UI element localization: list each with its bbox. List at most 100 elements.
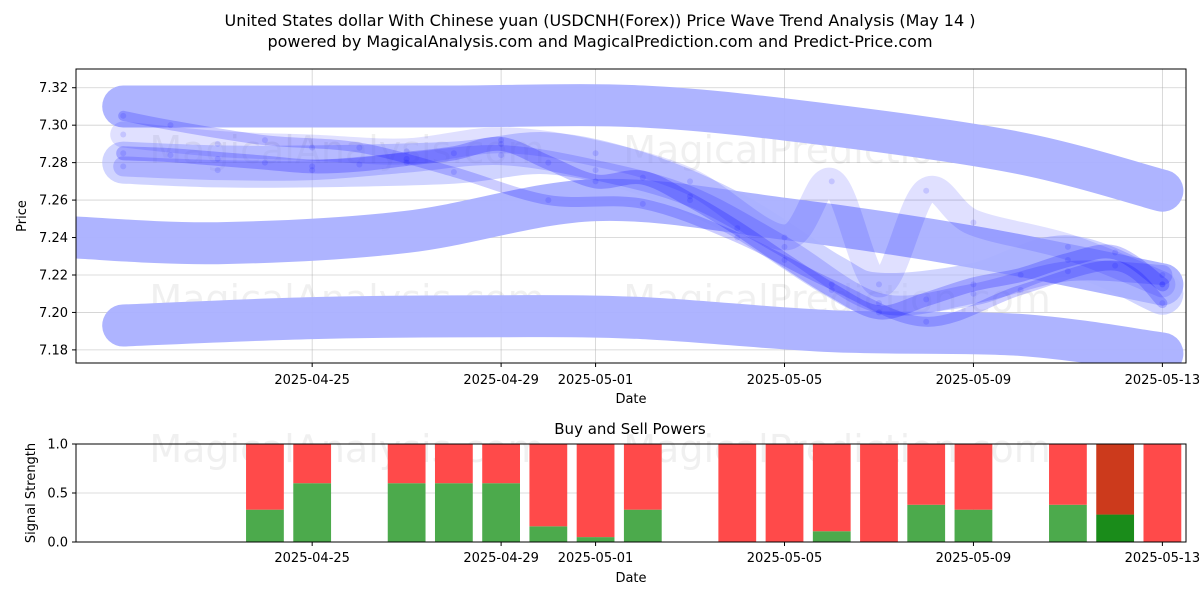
price-wave-1-point-8 [875, 300, 882, 307]
price-wave-0 [116, 136, 1170, 320]
price-wave-0-point-16 [875, 309, 882, 316]
price-wave-3-point-4 [450, 168, 457, 175]
price-wave-3-point-0 [120, 112, 127, 119]
sell-bar-2025-04-30 [529, 444, 568, 527]
buy-bar-2025-05-09 [954, 509, 993, 542]
signal-bars [246, 444, 1182, 542]
buy-bar-2025-04-28 [434, 483, 473, 542]
sell-bar-2025-04-28 [434, 444, 473, 484]
price-wave-2-point-13 [1159, 281, 1166, 288]
price-x-tick-label-3: 2025-05-05 [747, 373, 823, 388]
sell-bar-2025-05-09 [954, 444, 993, 510]
price-wave-3 [118, 110, 1168, 327]
sell-bar-2025-05-06 [812, 444, 851, 532]
price-wave-1-point-10 [1064, 268, 1071, 275]
price-wave-2-point-10 [923, 187, 930, 194]
price-wave-3-point-10 [1017, 286, 1024, 293]
sell-bar-2025-04-27 [387, 444, 426, 484]
buy-bar-2025-05-11 [1049, 504, 1087, 542]
price-wave-1-point-6 [687, 193, 694, 200]
price-y-tick-label-0: 7.18 [39, 343, 68, 358]
chart-title-line2: powered by MagicalAnalysis.com and Magic… [267, 32, 932, 51]
price-wave-0-point-5 [356, 161, 363, 168]
price-wave-2-point-0 [120, 131, 127, 138]
signal-y-tick-label-2: 1.0 [47, 438, 68, 453]
price-plot-frame [75, 68, 1187, 364]
buy-bar-2025-04-25 [293, 483, 332, 542]
price-wave-0-point-7 [450, 150, 457, 157]
signal-x-ticks: 2025-04-25 2025-04-29 2025-05-01 2025-05-05… [274, 542, 1200, 566]
signal-chart-title: Buy and Sell Powers [554, 420, 706, 438]
price-wave-0-point-11 [639, 174, 646, 181]
price-wave-0-point-19 [1017, 271, 1024, 278]
buy-bar-2025-04-29 [482, 483, 520, 542]
price-wave-3-point-2 [261, 137, 268, 144]
price-x-tick-label-1: 2025-04-29 [463, 373, 539, 388]
signal-panel: Buy and Sell Powers MagicalAnalysis.com … [24, 420, 1200, 586]
signal-x-tick-label-3: 2025-05-05 [747, 551, 823, 566]
price-wave-3-point-5 [545, 197, 552, 204]
price-wave-3-point-12 [1159, 300, 1166, 307]
price-wave-0-point-10 [592, 178, 599, 185]
price-y-tick-label-6: 7.30 [39, 119, 68, 134]
buy-bar-2025-04-30 [529, 526, 568, 542]
price-wave-2-point-11 [970, 219, 977, 226]
price-wave-2-point-9 [875, 281, 882, 288]
signal-y-ticks: 0.0 0.5 1.0 [47, 438, 76, 551]
price-wave-1-point-5 [592, 167, 599, 174]
price-wave-1-point-11 [1159, 271, 1166, 278]
price-x-ticks: 2025-04-25 2025-04-29 2025-05-01 2025-05-05… [274, 363, 1200, 388]
price-y-tick-label-5: 7.28 [39, 156, 68, 171]
price-wave-0-point-14 [781, 257, 788, 264]
price-wave-3-point-3 [356, 144, 363, 151]
sell-bar-2025-05-02 [623, 444, 662, 510]
price-wave-2-point-8 [828, 178, 835, 185]
buy-bar-2025-04-24 [246, 509, 284, 542]
price-wave-0-point-4 [309, 163, 316, 170]
price-wave-3-point-7 [734, 234, 741, 241]
price-wave-3-point-8 [828, 281, 835, 288]
sell-bar-2025-05-04 [718, 444, 757, 542]
buy-bar-2025-05-08 [907, 504, 946, 542]
price-wave-1-point-1 [214, 167, 221, 174]
price-wave-3-point-6 [639, 200, 646, 207]
price-band-3 [102, 132, 1184, 315]
price-wave-2 [110, 121, 1176, 298]
price-wave-2-point-3 [403, 148, 410, 155]
price-wave-0-point-2 [214, 155, 221, 162]
price-wave-1-point-0 [120, 163, 127, 170]
signal-y-tick-label-0: 0.0 [47, 536, 68, 551]
price-x-tick-label-5: 2025-05-13 [1125, 373, 1200, 388]
price-y-tick-label-3: 7.24 [39, 231, 68, 246]
sell-bar-2025-05-01 [576, 444, 615, 538]
price-wave-1 [113, 144, 1173, 316]
price-y-tick-label-1: 7.20 [39, 306, 68, 321]
price-y-tick-label-4: 7.26 [39, 194, 68, 209]
price-wave-0-point-0 [120, 150, 127, 157]
price-x-tick-label-0: 2025-04-25 [274, 373, 350, 388]
buy-bar-2025-05-12 [1096, 514, 1135, 542]
buy-bar-2025-05-06 [812, 531, 851, 542]
signal-x-axis-label: Date [615, 571, 646, 586]
price-wave-0-point-9 [545, 159, 552, 166]
price-y-axis-label: Price [15, 200, 30, 232]
price-band-1 [76, 178, 1184, 306]
sell-bar-2025-04-24 [246, 444, 284, 510]
price-wave-0-point-18 [970, 281, 977, 288]
sell-bar-2025-04-29 [482, 444, 520, 484]
price-waves [110, 110, 1176, 327]
signal-x-tick-label-0: 2025-04-25 [274, 551, 350, 566]
price-y-tick-label-7: 7.32 [39, 81, 68, 96]
price-wave-0-point-15 [828, 286, 835, 293]
price-wave-2-point-2 [309, 144, 316, 151]
buy-bar-2025-04-27 [387, 483, 426, 542]
price-wave-2-point-7 [781, 234, 788, 241]
sell-bar-2025-05-12 [1096, 444, 1135, 515]
price-wave-0-point-17 [923, 296, 930, 303]
price-wave-2-point-6 [687, 178, 694, 185]
price-wave-1-point-9 [970, 290, 977, 297]
price-x-tick-label-2: 2025-05-01 [558, 373, 634, 388]
price-y-tick-label-2: 7.22 [39, 268, 68, 283]
price-wave-1-point-4 [498, 152, 505, 159]
